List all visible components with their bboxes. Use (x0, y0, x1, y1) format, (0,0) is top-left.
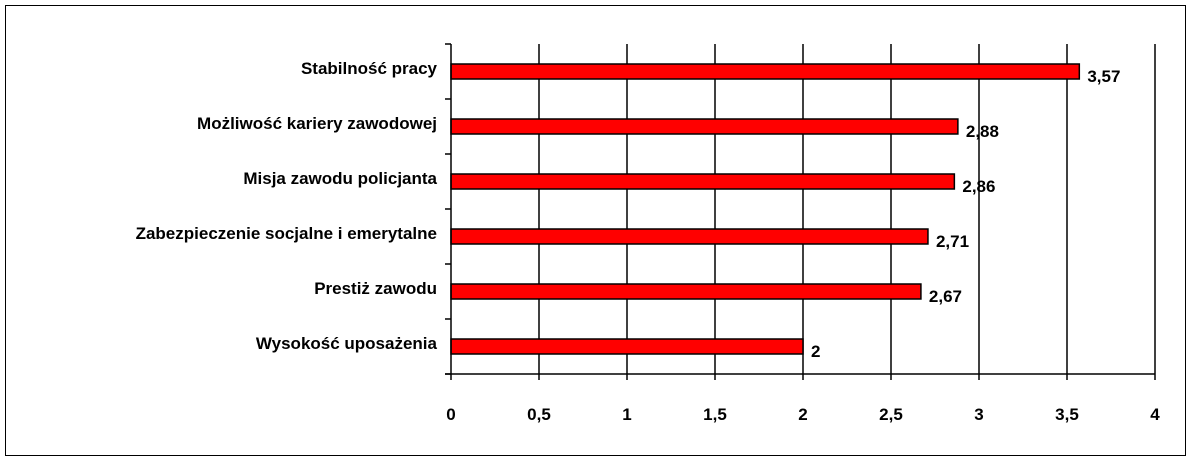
bar (450, 118, 959, 135)
data-label: 2,71 (936, 232, 969, 251)
data-label: 2,67 (929, 287, 962, 306)
x-tick-label: 3 (974, 405, 983, 424)
data-label: 3,57 (1087, 67, 1120, 86)
category-label: Stabilność pracy (301, 59, 438, 78)
category-label: Misja zawodu policjanta (243, 169, 437, 188)
gridlines (538, 44, 1156, 374)
bar (450, 283, 922, 300)
bar (450, 228, 929, 245)
x-tick-labels: 0 0,5 1 1,5 2 2,5 3 3,5 4 (446, 405, 1160, 424)
data-label: 2,88 (966, 122, 999, 141)
x-tick-label: 1,5 (703, 405, 727, 424)
bar (450, 63, 1081, 80)
x-tick-label: 0 (446, 405, 455, 424)
x-tick-label: 0,5 (527, 405, 551, 424)
category-label: Wysokość uposażenia (256, 334, 438, 353)
data-label: 2,86 (962, 177, 995, 196)
category-label: Zabezpieczenie socjalne i emerytalne (136, 224, 437, 243)
bar (450, 173, 956, 190)
axes (445, 43, 1156, 380)
category-label: Możliwość kariery zawodowej (197, 114, 437, 133)
x-tick-label: 2 (798, 405, 807, 424)
bars (450, 63, 1081, 355)
data-labels: 3,57 2,88 2,86 2,71 2,67 2 (811, 67, 1120, 361)
category-label: Prestiż zawodu (314, 279, 437, 298)
x-tick-label: 2,5 (879, 405, 903, 424)
x-tick-label: 1 (622, 405, 631, 424)
bar (450, 338, 804, 355)
category-labels: Stabilność pracy Możliwość kariery zawodo… (136, 59, 438, 353)
x-tick-label: 4 (1150, 405, 1160, 424)
x-tick-label: 3,5 (1055, 405, 1079, 424)
data-label: 2 (811, 342, 820, 361)
